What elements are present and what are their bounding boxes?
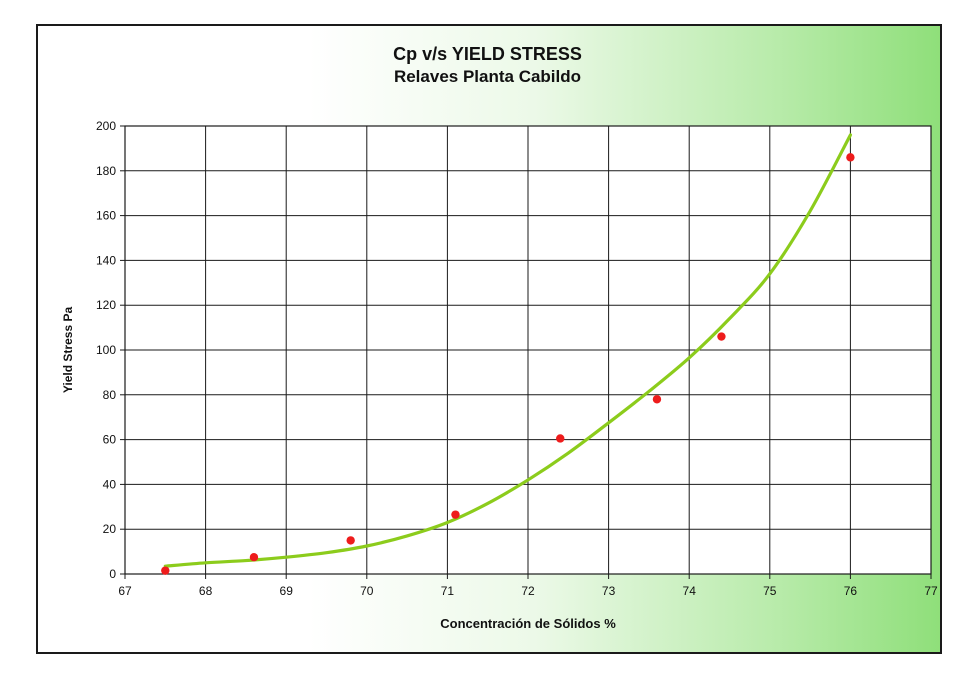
- trendline: [163, 133, 852, 568]
- x-axis-label: Concentración de Sólidos %: [440, 616, 616, 631]
- plot-border: [124, 125, 932, 575]
- x-tick-label: 71: [441, 584, 455, 598]
- y-tick-label: 0: [109, 567, 116, 581]
- x-tick-label: 73: [602, 584, 616, 598]
- data-point: [161, 566, 170, 575]
- y-tick-label: 20: [103, 522, 117, 536]
- x-tick-label: 76: [844, 584, 858, 598]
- x-tick-label: 70: [360, 584, 374, 598]
- x-tick-label: 77: [924, 584, 938, 598]
- y-tick-label: 160: [96, 209, 116, 223]
- chart-title: Cp v/s YIELD STRESS: [393, 44, 582, 64]
- x-tick-label: 68: [199, 584, 213, 598]
- x-tick-label: 69: [280, 584, 294, 598]
- y-tick-label: 120: [96, 298, 116, 312]
- y-tick-label: 40: [103, 477, 117, 491]
- y-tick-label: 200: [96, 119, 116, 133]
- data-point: [652, 395, 662, 404]
- y-tick-label: 140: [96, 253, 116, 267]
- x-tick-label: 67: [118, 584, 132, 598]
- x-tick-label: 72: [521, 584, 535, 598]
- chart-subtitle: Relaves Planta Cabildo: [393, 67, 582, 86]
- data-point: [249, 553, 259, 562]
- data-point: [846, 153, 855, 162]
- y-axis-label: Yield Stress Pa: [61, 306, 75, 394]
- data-point: [346, 536, 355, 545]
- x-tick-label: 75: [763, 584, 777, 598]
- y-tick-label: 100: [96, 343, 116, 357]
- y-tick-label: 180: [96, 164, 116, 178]
- y-tick-label: 80: [103, 388, 117, 402]
- data-point: [451, 510, 460, 519]
- data-point: [717, 332, 726, 341]
- x-tick-label: 74: [683, 584, 697, 598]
- y-tick-label: 60: [103, 433, 117, 447]
- data-point: [556, 434, 565, 443]
